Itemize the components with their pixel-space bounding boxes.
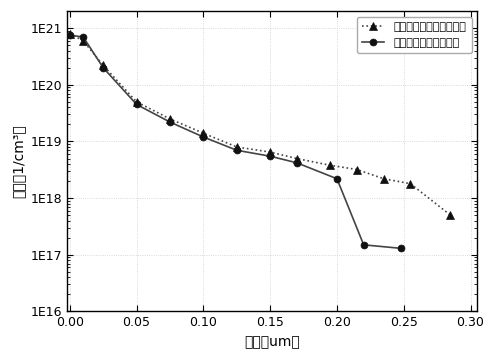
本发明发射极掺杂分布图 [354,167,360,172]
X-axis label: 结深（um）: 结深（um） [245,335,300,349]
常规发射极掺杂分布图 [361,243,367,247]
本发明发射极掺杂分布图 [327,163,333,167]
常规发射极掺杂分布图 [267,154,273,158]
本发明发射极掺杂分布图 [381,177,387,181]
Legend: 本发明发射极掺杂分布图, 常规发射极掺杂分布图: 本发明发射极掺杂分布图, 常规发射极掺杂分布图 [357,17,472,53]
常规发射极掺杂分布图 [80,35,86,39]
本发明发射极掺杂分布图 [267,150,273,154]
本发明发射极掺杂分布图 [200,131,206,135]
常规发射极掺杂分布图 [133,102,139,107]
本发明发射极掺杂分布图 [447,213,453,217]
Line: 本发明发射极掺杂分布图: 本发明发射极掺杂分布图 [65,30,455,219]
常规发射极掺杂分布图 [200,135,206,139]
常规发射极掺杂分布图 [334,177,340,181]
本发明发射极掺杂分布图 [133,100,139,104]
本发明发射极掺杂分布图 [167,117,173,121]
本发明发射极掺杂分布图 [234,145,240,149]
本发明发射极掺杂分布图 [67,31,73,36]
Line: 常规发射极掺杂分布图: 常规发射极掺杂分布图 [66,32,405,252]
本发明发射极掺杂分布图 [100,63,106,68]
常规发射极掺杂分布图 [294,161,300,165]
本发明发射极掺杂分布图 [294,156,300,161]
常规发射极掺杂分布图 [100,66,106,70]
Y-axis label: 浓度（1/cm³）: 浓度（1/cm³） [11,125,25,198]
常规发射极掺杂分布图 [234,148,240,152]
常规发射极掺杂分布图 [67,33,73,37]
常规发射极掺杂分布图 [398,246,404,251]
常规发射极掺杂分布图 [167,120,173,124]
本发明发射极掺杂分布图 [80,39,86,43]
本发明发射极掺杂分布图 [407,181,413,186]
